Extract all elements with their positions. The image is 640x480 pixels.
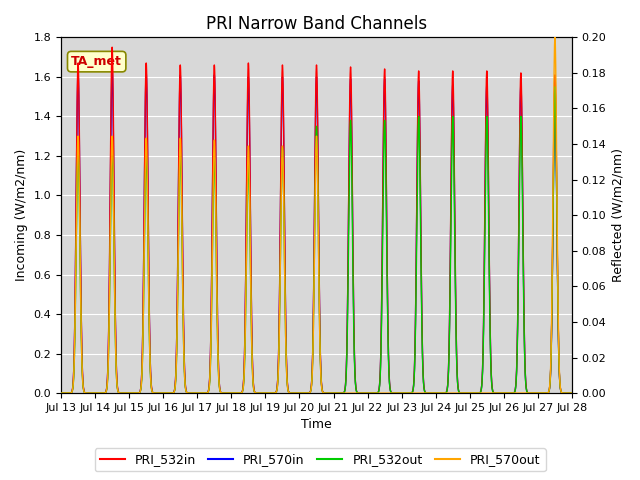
Y-axis label: Incoming (W/m2/nm): Incoming (W/m2/nm) xyxy=(15,149,28,281)
Legend: PRI_532in, PRI_570in, PRI_532out, PRI_570out: PRI_532in, PRI_570in, PRI_532out, PRI_57… xyxy=(95,448,545,471)
X-axis label: Time: Time xyxy=(301,419,332,432)
Text: TA_met: TA_met xyxy=(71,55,122,68)
Y-axis label: Reflected (W/m2/nm): Reflected (W/m2/nm) xyxy=(612,148,625,282)
Title: PRI Narrow Band Channels: PRI Narrow Band Channels xyxy=(206,15,427,33)
